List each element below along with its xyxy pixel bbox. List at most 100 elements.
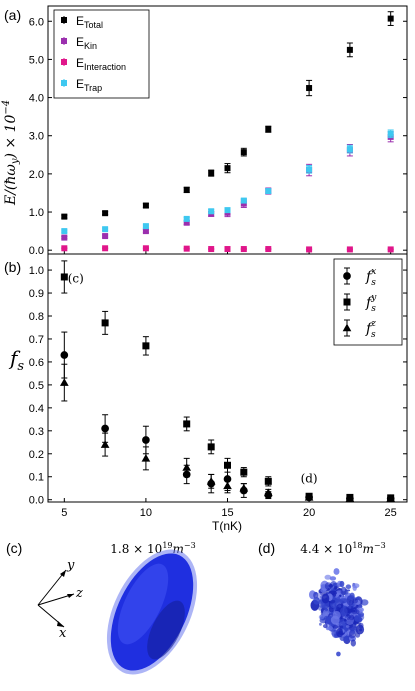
cloud-blob <box>352 585 357 591</box>
panel-c-label: (c) <box>6 540 22 556</box>
y-tick-label: 0.5 <box>29 380 44 392</box>
y-tick-label: 1.0 <box>29 265 44 277</box>
x-tick-label: 20 <box>303 507 315 519</box>
panel-d-density-isosurface: (d) 4.4 × 1018m−3 <box>258 540 386 657</box>
panel-b-label: (b) <box>4 259 21 275</box>
panel-a-y-axis-label: E/(ħωy) × 10−4 <box>1 100 21 206</box>
y-tick-label: 6.0 <box>29 16 44 28</box>
data-point <box>182 463 192 471</box>
cloud-blob <box>338 604 342 608</box>
data-point <box>183 186 190 193</box>
legend-marker <box>342 323 352 332</box>
data-point <box>208 170 215 177</box>
data-point <box>183 245 190 252</box>
cloud-blob <box>332 583 336 587</box>
legend-label: EInteraction <box>76 56 126 72</box>
panel-c-density-label: 1.8 × 1019m−3 <box>110 541 195 556</box>
cloud-blob <box>324 608 329 612</box>
cloud-blob <box>323 624 328 629</box>
y-tick-label: 0.0 <box>29 245 44 257</box>
panel-b-annotations: (c) (d) <box>68 272 318 486</box>
data-point <box>61 234 68 241</box>
data-point <box>102 233 109 240</box>
data-point <box>345 494 355 502</box>
data-point <box>240 197 247 204</box>
panel-a-legend: ETotal EKin EInteraction ETrap <box>53 9 150 99</box>
legend-label: EKin <box>76 35 97 51</box>
legend-marker <box>61 17 67 23</box>
cloud-blob <box>326 627 330 631</box>
panel-b-x-ticks: 5 10 15 20 25 <box>61 498 397 519</box>
svg-text:E/(ħωy) × 10−4: E/(ħωy) × 10−4 <box>1 100 21 206</box>
panel-b-marks <box>59 260 396 503</box>
series-E_Trap <box>61 129 394 235</box>
annotation-label: (c) <box>68 272 84 286</box>
axis-label-y: y <box>66 558 75 573</box>
data-point <box>206 476 216 485</box>
y-tick-label: 0.2 <box>29 449 44 461</box>
cloud-blob <box>320 588 327 593</box>
legend-item-f_s^z: fz s <box>342 319 376 340</box>
cloud-blob <box>339 607 348 616</box>
series-E_Interaction <box>61 245 394 253</box>
data-point <box>306 246 313 253</box>
data-point <box>183 420 191 428</box>
y-tick-label: 0.1 <box>29 472 44 484</box>
data-point <box>240 149 247 156</box>
series-f_s^x <box>60 331 395 503</box>
panel-b-y-ticks: 0.0 0.1 0.2 0.3 0.4 0.5 0.6 0.7 0.8 0.9 1.0 <box>29 265 407 507</box>
y-tick-label: 0.0 <box>29 495 44 507</box>
data-point <box>240 200 247 207</box>
cloud-blob <box>332 625 339 629</box>
data-point <box>224 246 231 253</box>
data-point <box>239 483 249 492</box>
cloud-blob <box>347 617 350 621</box>
legend-item-f_s^x: fx s <box>343 267 376 288</box>
data-point <box>240 246 247 253</box>
cloud-blob <box>352 598 359 604</box>
data-point <box>386 494 396 502</box>
data-point <box>263 488 273 497</box>
series-f_s^z <box>59 363 396 502</box>
data-point <box>102 226 109 233</box>
x-tick-label: 5 <box>61 507 67 519</box>
legend-label: ETrap <box>76 77 102 93</box>
cloud-blob <box>342 588 346 592</box>
data-point <box>141 454 151 462</box>
data-point <box>101 424 109 433</box>
cloud-blob <box>321 593 330 604</box>
series-E_Kin <box>61 131 394 241</box>
data-point <box>346 146 353 153</box>
y-tick-label: 2.0 <box>29 169 44 181</box>
cloud-blob <box>358 604 363 608</box>
data-point <box>102 210 109 217</box>
thermal-cloud-isosurface <box>309 568 369 657</box>
data-point <box>306 85 313 92</box>
cloud-blob <box>330 615 340 625</box>
y-tick-label: 0.7 <box>29 334 44 346</box>
cloud-blob <box>313 597 320 605</box>
cloud-blob <box>350 639 356 647</box>
axis-label-x: x <box>59 626 67 641</box>
data-point <box>142 245 149 252</box>
data-point <box>224 461 231 469</box>
data-point <box>100 440 110 448</box>
panel-a-y-ticks: 0.0 1.0 2.0 3.0 4.0 5.0 6.0 <box>29 16 407 257</box>
cloud-blob <box>339 625 344 629</box>
cloud-blob <box>314 592 318 595</box>
x-tick-label: 10 <box>140 507 152 519</box>
cloud-blob <box>345 625 350 628</box>
y-tick-label: 4.0 <box>29 93 44 105</box>
legend-marker <box>343 298 351 306</box>
cloud-blob <box>329 576 337 581</box>
data-point <box>102 245 109 252</box>
axis-label-z: z <box>75 586 83 601</box>
data-point <box>61 245 68 252</box>
cloud-blob <box>326 585 330 588</box>
data-point <box>183 219 190 226</box>
legend-marker <box>343 272 351 280</box>
panel-b-x-axis-label: T(nK) <box>212 519 242 533</box>
cloud-blob <box>332 593 337 597</box>
cloud-blob <box>339 594 342 597</box>
